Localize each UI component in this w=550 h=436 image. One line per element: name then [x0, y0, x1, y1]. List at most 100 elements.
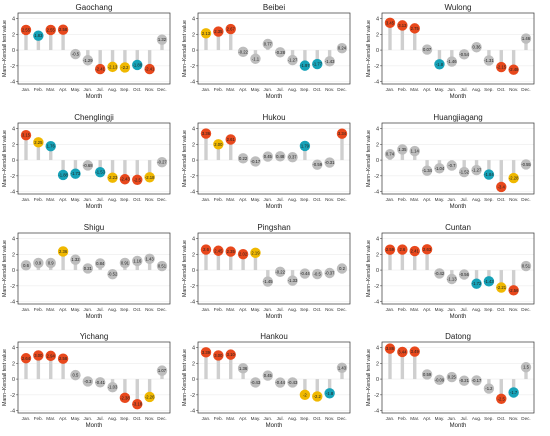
y-axis-label: Mann–Kendall test value	[366, 20, 372, 77]
data-point	[225, 246, 236, 257]
data-point	[70, 168, 81, 179]
x-tick-label: Dec.	[521, 87, 530, 92]
panel-frame	[17, 341, 171, 414]
data-point	[496, 61, 507, 73]
data-label: -0.22	[238, 49, 248, 54]
y-tick-label: 2	[192, 32, 195, 38]
data-label: -1.2	[485, 386, 493, 391]
x-tick-label: Jan.	[386, 416, 395, 421]
data-label: -1.53	[95, 170, 105, 175]
data-point	[20, 260, 32, 271]
data-point	[144, 63, 155, 75]
data-label: 2.64	[22, 356, 31, 361]
data-point	[237, 363, 249, 374]
data-point	[508, 387, 519, 398]
x-tick-label: Apr.	[239, 416, 247, 421]
data-label: 0.24	[338, 46, 347, 51]
data-label: -1.8	[436, 62, 444, 67]
data-label: 3.86	[386, 346, 395, 351]
data-point	[409, 245, 420, 257]
data-point	[312, 159, 323, 170]
data-label: 2.13	[202, 31, 211, 36]
y-tick-label: -2	[10, 393, 15, 399]
panel-title: Datong	[445, 332, 471, 341]
data-point	[299, 140, 311, 152]
x-tick-label: Aug.	[288, 307, 297, 312]
y-tick-label: 4	[192, 17, 195, 23]
data-label: -1.8	[326, 391, 334, 396]
x-tick-label: Aug.	[108, 416, 117, 421]
data-point	[20, 24, 32, 36]
data-label: 1.07	[158, 368, 167, 373]
x-axis-label: Month	[86, 423, 103, 429]
y-axis-label: Mann–Kendall test value	[366, 349, 372, 406]
y-tick-label: -2	[190, 284, 195, 290]
data-point	[20, 353, 32, 364]
panel-pingshan: Pingshan 2.6 2.45 2.352.02 2.19 -1.45-0.22-1.…	[182, 223, 351, 320]
panel-title: Yichang	[80, 332, 109, 341]
data-point	[262, 370, 274, 381]
data-label: 2.36	[59, 249, 68, 254]
x-tick-label: Aug.	[108, 307, 117, 312]
x-tick-label: Oct.	[133, 87, 141, 92]
x-tick-label: Feb.	[398, 416, 407, 421]
x-tick-label: Aug.	[288, 416, 297, 421]
data-label: -2.5	[498, 396, 506, 401]
y-tick-label: 4	[376, 346, 379, 352]
x-tick-label: May.	[435, 87, 445, 92]
data-point	[70, 48, 81, 60]
data-point	[483, 276, 495, 287]
data-point	[250, 156, 261, 167]
data-point	[45, 350, 56, 362]
data-point	[458, 269, 470, 280]
data-point	[237, 153, 249, 164]
y-tick-label: -4	[190, 409, 195, 415]
panel-hukou: Hukou 3.36 2.00 2.61 0.22-0.170.45 0.48 0.37 1.…	[182, 113, 351, 210]
data-label: 1.43	[338, 365, 347, 370]
data-label: -0.3	[84, 379, 92, 384]
data-point	[287, 151, 298, 163]
x-tick-label: Feb.	[214, 87, 223, 92]
x-tick-label: Jan.	[202, 197, 211, 202]
data-label: -3.4	[498, 184, 506, 189]
data-point	[287, 54, 298, 66]
x-tick-label: Nov.	[325, 87, 334, 92]
data-point	[397, 346, 408, 358]
data-point	[299, 268, 311, 279]
y-tick-label: 2	[376, 142, 379, 148]
data-point	[446, 371, 458, 383]
data-label: -2.5	[134, 177, 142, 182]
panel-title: Beibei	[263, 3, 285, 12]
data-point	[384, 343, 396, 354]
panel-frame	[197, 12, 351, 85]
x-tick-label: Mar.	[46, 87, 55, 92]
y-tick-label: 2	[12, 142, 15, 148]
y-tick-label: 4	[12, 127, 15, 133]
data-label: -0.27	[157, 160, 167, 165]
data-point	[458, 166, 470, 178]
data-label: 0.36	[472, 45, 481, 50]
x-axis-label: Month	[86, 94, 103, 100]
data-label: 0.84	[96, 261, 105, 266]
x-tick-label: Jul.	[277, 307, 284, 312]
data-label: -1.27	[472, 168, 482, 173]
data-point	[57, 246, 69, 257]
data-label: -0.5	[72, 52, 80, 57]
y-tick-label: 2	[376, 32, 379, 38]
x-tick-label: Sep.	[484, 87, 493, 92]
panel-datong: Datong 3.863.44 3.49 0.59-0.090.25-0.21 -0.1…	[366, 332, 535, 429]
data-label: 0.37	[288, 155, 297, 160]
data-label: 0.07	[423, 47, 432, 52]
data-label: -1.34	[422, 168, 432, 173]
data-label: -0.17	[472, 378, 482, 383]
data-point	[33, 257, 44, 269]
x-tick-label: Sep.	[120, 87, 129, 92]
data-label: 2.6	[399, 247, 405, 252]
data-label: -1.29	[83, 58, 93, 63]
x-tick-label: Apr.	[239, 87, 247, 92]
data-point	[324, 56, 335, 67]
data-point	[156, 260, 168, 272]
data-point	[132, 398, 143, 410]
data-point	[458, 375, 470, 386]
